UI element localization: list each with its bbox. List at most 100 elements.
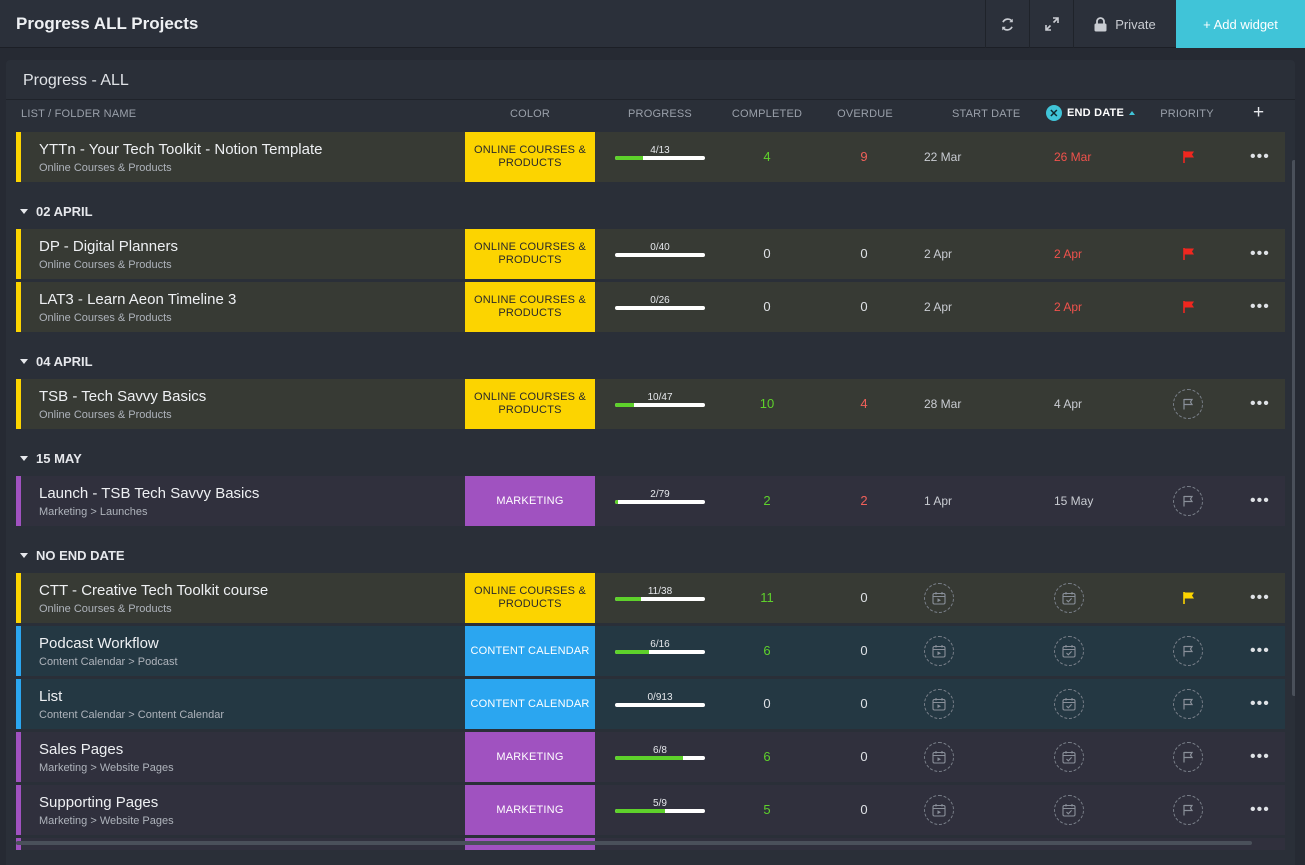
set-priority-button[interactable] [1173, 742, 1203, 772]
calendar-start-icon [932, 751, 946, 764]
list-path: Online Courses & Products [39, 259, 172, 271]
completed-count: 4 [763, 149, 771, 164]
red-flag-icon[interactable] [1182, 300, 1196, 314]
col-header-color[interactable]: COLOR [509, 108, 551, 120]
list-row[interactable]: Launch - TSB Tech Savvy Basics Marketing… [16, 476, 1285, 526]
start-date[interactable]: 22 Mar [924, 150, 962, 164]
set-end-date-button[interactable] [1054, 583, 1084, 613]
list-name[interactable]: Supporting Pages [39, 794, 159, 811]
list-row[interactable]: LAT3 - Learn Aeon Timeline 3 Online Cour… [16, 282, 1285, 332]
color-bar [16, 476, 21, 526]
more-options-icon[interactable]: ••• [1250, 395, 1270, 412]
end-date[interactable]: 15 May [1054, 494, 1094, 508]
start-date[interactable]: 2 Apr [924, 300, 953, 314]
list-row[interactable]: YTTn - Your Tech Toolkit - Notion Templa… [16, 132, 1285, 182]
set-start-date-button[interactable] [924, 636, 954, 666]
list-row[interactable]: CTT - Creative Tech Toolkit course Onlin… [16, 573, 1285, 623]
flag-outline-icon [1183, 751, 1194, 763]
end-date[interactable]: 2 Apr [1054, 247, 1083, 261]
red-flag-icon[interactable] [1182, 247, 1196, 261]
add-column-icon[interactable]: + [1253, 102, 1265, 123]
end-date[interactable]: 26 Mar [1054, 150, 1092, 164]
set-priority-button[interactable] [1173, 795, 1203, 825]
list-row[interactable]: Supporting Pages Marketing > Website Pag… [16, 785, 1285, 835]
list-name[interactable]: LAT3 - Learn Aeon Timeline 3 [39, 291, 237, 308]
list-name[interactable]: YTTn - Your Tech Toolkit - Notion Templa… [39, 141, 323, 158]
list-path: Online Courses & Products [39, 409, 172, 421]
list-name[interactable]: Launch - TSB Tech Savvy Basics [39, 485, 260, 502]
horizontal-scrollbar[interactable] [16, 841, 1252, 845]
col-header-completed[interactable]: COMPLETED [731, 108, 803, 120]
completed-count: 0 [763, 246, 771, 261]
color-tag: ONLINE COURSES & PRODUCTS [465, 282, 595, 332]
more-options-icon[interactable]: ••• [1250, 298, 1270, 315]
list-name[interactable]: DP - Digital Planners [39, 238, 178, 255]
progress-bar: 6/16 [615, 639, 705, 661]
set-start-date-button[interactable] [924, 689, 954, 719]
group-header[interactable]: NO END DATE [20, 548, 125, 563]
more-options-icon[interactable]: ••• [1250, 695, 1270, 712]
list-row[interactable]: List Content Calendar > Content Calendar… [16, 679, 1285, 729]
completed-count: 10 [759, 396, 775, 411]
group-header[interactable]: 02 APRIL [20, 204, 93, 219]
more-options-icon[interactable]: ••• [1250, 492, 1270, 509]
more-options-icon[interactable]: ••• [1250, 748, 1270, 765]
start-date[interactable]: 2 Apr [924, 247, 953, 261]
set-end-date-button[interactable] [1054, 795, 1084, 825]
list-name[interactable]: Sales Pages [39, 741, 124, 758]
set-priority-button[interactable] [1173, 636, 1203, 666]
start-date[interactable]: 28 Mar [924, 397, 962, 411]
progress-bar: 0/26 [615, 295, 705, 317]
set-priority-button[interactable] [1173, 689, 1203, 719]
col-header-end-date[interactable]: ✕ END DATE [1046, 105, 1136, 121]
calendar-due-icon [1062, 751, 1076, 764]
refresh-button[interactable] [985, 0, 1029, 48]
start-date[interactable]: 1 Apr [924, 494, 953, 508]
list-name[interactable]: List [39, 688, 63, 705]
list-name[interactable]: TSB - Tech Savvy Basics [39, 388, 207, 405]
privacy-toggle[interactable]: Private [1073, 0, 1176, 48]
list-row[interactable]: Sales Pages Marketing > Website Pages MA… [16, 732, 1285, 782]
expand-icon [1044, 17, 1059, 31]
progress-text: 4/13 [650, 145, 670, 156]
completed-count: 0 [763, 696, 771, 711]
col-header-priority[interactable]: PRIORITY [1160, 108, 1214, 120]
end-date[interactable]: 4 Apr [1054, 397, 1083, 411]
group-header[interactable]: 15 MAY [20, 451, 82, 466]
add-widget-button[interactable]: + Add widget [1176, 0, 1305, 48]
set-start-date-button[interactable] [924, 742, 954, 772]
list-row[interactable]: TSB - Tech Savvy Basics Online Courses &… [16, 379, 1285, 429]
more-options-icon[interactable]: ••• [1250, 245, 1270, 262]
red-flag-icon[interactable] [1182, 150, 1196, 164]
more-options-icon[interactable]: ••• [1250, 148, 1270, 165]
set-end-date-button[interactable] [1054, 636, 1084, 666]
list-row[interactable]: DP - Digital Planners Online Courses & P… [16, 229, 1285, 279]
set-priority-button[interactable] [1173, 389, 1203, 419]
group-header[interactable]: 04 APRIL [20, 354, 93, 369]
top-bar: Progress ALL Projects Private + Add widg… [0, 0, 1305, 48]
col-header-name[interactable]: LIST / FOLDER NAME [21, 108, 137, 120]
col-header-start-date[interactable]: START DATE [952, 108, 1021, 120]
list-row[interactable]: Podcast Workflow Content Calendar > Podc… [16, 626, 1285, 676]
set-end-date-button[interactable] [1054, 742, 1084, 772]
more-options-icon[interactable]: ••• [1250, 589, 1270, 606]
more-options-icon[interactable]: ••• [1250, 801, 1270, 818]
list-name[interactable]: Podcast Workflow [39, 635, 159, 652]
refresh-icon [1002, 17, 1013, 31]
vertical-scrollbar[interactable] [1292, 160, 1295, 696]
more-options-icon[interactable]: ••• [1250, 642, 1270, 659]
progress-bar: 10/47 [615, 392, 705, 414]
expand-button[interactable] [1029, 0, 1073, 48]
list-path: Content Calendar > Content Calendar [39, 709, 224, 721]
set-start-date-button[interactable] [924, 795, 954, 825]
caret-down-icon [20, 456, 28, 461]
yellow-flag-icon[interactable] [1182, 591, 1196, 605]
col-header-overdue[interactable]: OVERDUE [837, 108, 893, 120]
set-end-date-button[interactable] [1054, 689, 1084, 719]
set-priority-button[interactable] [1173, 486, 1203, 516]
col-header-progress[interactable]: PROGRESS [628, 108, 692, 120]
end-date[interactable]: 2 Apr [1054, 300, 1083, 314]
set-start-date-button[interactable] [924, 583, 954, 613]
list-name[interactable]: CTT - Creative Tech Toolkit course [39, 582, 269, 599]
clear-sort-icon[interactable]: ✕ [1046, 105, 1062, 121]
